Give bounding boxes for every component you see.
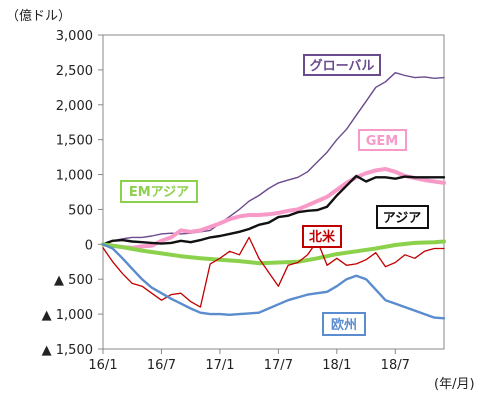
y-tick-label: 3,000 [56,29,93,44]
label-gem-text: GEM [366,134,399,149]
y-tick-label: ▲ 1,000 [42,308,93,323]
x-tick-label: 17/7 [264,358,293,373]
label-em-asia-text: EMアジア [129,185,189,200]
label-asia-text: アジア [383,211,421,226]
series-line-EMアジア [101,239,446,266]
label-europe: 欧州 [322,312,366,336]
series-line-欧州 [101,243,446,320]
plot-area-frame [102,34,445,350]
label-europe-text: 欧州 [331,317,357,333]
y-tick-label: ▲ 1,500 [42,343,93,358]
x-axis-unit: (年/月) [434,377,475,392]
x-tick-label: 16/1 [88,358,117,373]
label-north-america-text: 北米 [309,229,336,245]
y-tick-label: ▲ 500 [54,273,93,288]
y-tick-label: 1,500 [56,134,93,149]
label-em-asia: EMアジア [120,180,198,203]
x-tick-label: 17/1 [205,358,234,373]
series-line-グローバル [102,72,445,245]
series-layer [101,72,446,320]
label-north-america: 北米 [302,225,342,248]
label-global-text: グローバル [310,58,375,74]
y-tick-label: 2,500 [56,64,93,79]
y-tick-label: 500 [68,203,93,218]
x-tick-label: 16/7 [147,358,176,373]
series-line-アジア [101,174,446,246]
label-global: グローバル [303,54,381,76]
label-gem: GEM [358,129,407,151]
series-line-北米 [102,236,445,308]
y-tick-label: 1,000 [56,169,93,184]
x-axis: 16/1 16/7 17/1 17/7 18/1 18/7 [88,349,410,373]
y-tick-label: 2,000 [56,99,93,114]
label-asia: アジア [376,205,429,229]
x-tick-label: 18/7 [381,358,410,373]
y-tick-label: 0 [85,238,93,253]
series-line-GEM [101,167,446,250]
x-tick-label: 18/1 [322,358,351,373]
y-axis: 3,000 2,500 2,000 1,500 1,000 500 0 ▲ 500 ▲ 1,00… [42,29,103,358]
y-axis-unit: （億ドル） [6,8,71,24]
